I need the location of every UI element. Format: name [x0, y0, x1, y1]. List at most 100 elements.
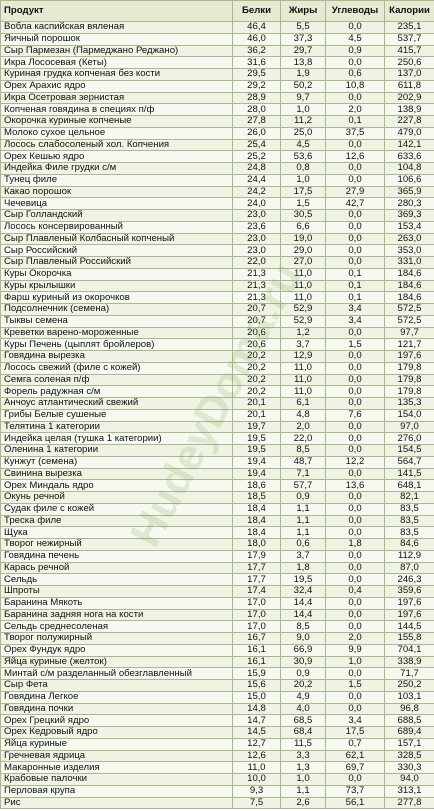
table-row: Лосось свежий (филе с кожей) 20,2 11,0 0,0 1… — [0, 361, 434, 375]
header-row: Продукт Белки Жиры Углеводы Калории — [0, 0, 434, 22]
value-cell: 0,0 — [325, 620, 385, 633]
table-row: Яйца куриные (желток) 16,1 30,9 1,0 338,9 — [0, 655, 434, 669]
value-cell: 12,9 — [280, 350, 326, 363]
product-cell: Судак филе с кожей — [0, 502, 233, 516]
value-cell: 20,2 — [232, 350, 281, 363]
value-cell: 11,2 — [280, 115, 326, 128]
table-row: Орех Фундук ядро 16,1 66,9 9,9 704,1 — [0, 643, 434, 657]
value-cell: 15,9 — [232, 667, 281, 680]
product-cell: Тунец филе — [0, 173, 233, 187]
product-cell: Орех Арахис ядро — [0, 79, 233, 93]
value-cell: 202,9 — [384, 91, 434, 105]
table-row: Свинина вырезка 19,4 7,1 0,0 141,5 — [0, 467, 434, 481]
product-cell: Фарш куриный из окорочков — [0, 291, 233, 304]
table-row: Куры крылышки 21,3 11,0 0,1 184,6 — [0, 279, 434, 293]
product-cell: Яйца куриные — [0, 737, 233, 751]
value-cell: 83,5 — [384, 502, 434, 516]
value-cell: 31,6 — [232, 56, 281, 69]
product-cell: Креветки варено-мороженные — [0, 326, 233, 340]
value-cell: 19,5 — [232, 444, 281, 457]
product-cell: Щука — [0, 526, 233, 539]
product-cell: Куры Печень (цыплят бройлеров) — [0, 338, 233, 351]
value-cell: 8,5 — [280, 620, 326, 633]
product-cell: Сыр Плавленый Российский — [0, 256, 233, 269]
value-cell: 197,6 — [384, 608, 434, 622]
product-cell: Куры крылышки — [0, 279, 233, 293]
value-cell: 0,0 — [325, 173, 385, 187]
value-cell: 1,0 — [325, 655, 385, 669]
value-cell: 1,5 — [280, 197, 326, 210]
value-cell: 0,0 — [325, 361, 385, 375]
value-cell: 1,9 — [280, 68, 326, 81]
value-cell: 24,4 — [232, 173, 281, 187]
value-cell: 331,0 — [384, 256, 434, 269]
value-cell: 121,7 — [384, 338, 434, 351]
product-cell: Орех Фундук ядро — [0, 643, 233, 657]
table-row: Сыр Плавленый Колбасный копченый 23,0 19,0… — [0, 232, 434, 246]
value-cell: 3,3 — [280, 749, 326, 763]
value-cell: 15,0 — [232, 690, 281, 704]
value-cell: 328,5 — [384, 749, 434, 763]
value-cell: 3,7 — [280, 549, 326, 563]
product-cell: Кунжут (семена) — [0, 455, 233, 469]
product-cell: Орех Миндаль ядро — [0, 479, 233, 492]
value-cell: 1,0 — [280, 173, 326, 187]
product-cell: Сыр Пармезан (Пармеджано Реджано) — [0, 44, 233, 58]
product-cell: Макаронные изделия — [0, 761, 233, 774]
value-cell: 1,8 — [325, 538, 385, 551]
value-cell: 17,5 — [325, 726, 385, 739]
value-cell: 2,0 — [280, 420, 326, 434]
product-cell: Грибы Белые сушеные — [0, 408, 233, 422]
product-cell: Сельдь — [0, 573, 233, 586]
value-cell: 369,3 — [384, 209, 434, 222]
product-cell: Треска филе — [0, 514, 233, 528]
product-cell: Творог нежирный — [0, 538, 233, 551]
table-row: Грибы Белые сушеные 20,1 4,8 7,6 154,0 — [0, 408, 434, 422]
value-cell: 106,6 — [384, 173, 434, 187]
value-cell: 0,9 — [280, 491, 326, 504]
value-cell: 27,8 — [232, 115, 281, 128]
value-cell: 66,9 — [280, 643, 326, 657]
value-cell: 0,0 — [325, 220, 385, 234]
product-cell: Молоко сухое цельное — [0, 126, 233, 140]
product-cell: Индейка целая (тушка 1 категории) — [0, 432, 233, 445]
value-cell: 0,0 — [325, 244, 385, 257]
table-row: Щука 18,4 1,1 0,0 83,5 — [0, 526, 434, 539]
value-cell: 17,7 — [232, 561, 281, 575]
value-cell: 24,2 — [232, 185, 281, 199]
product-cell: Свинина вырезка — [0, 467, 233, 481]
table-row: Макаронные изделия 11,0 1,3 69,7 330,3 — [0, 761, 434, 774]
product-cell: Тыквы семена — [0, 314, 233, 328]
value-cell: 7,1 — [280, 467, 326, 481]
value-cell: 0,0 — [325, 373, 385, 387]
value-cell: 153,4 — [384, 220, 434, 234]
value-cell: 57,7 — [280, 479, 326, 492]
value-cell: 97,0 — [384, 420, 434, 434]
product-cell: Подсолнечник (семена) — [0, 303, 233, 316]
value-cell: 68,4 — [280, 726, 326, 739]
value-cell: 19,5 — [232, 432, 281, 445]
table-body: Вобла каспийская вяленая 46,4 5,5 0,0 235,1 Я… — [0, 21, 434, 810]
value-cell: 13,8 — [280, 56, 326, 69]
value-cell: 29,7 — [280, 44, 326, 58]
value-cell: 12,7 — [232, 737, 281, 751]
value-cell: 97,7 — [384, 326, 434, 340]
value-cell: 0,0 — [325, 444, 385, 457]
product-cell: Гречневая ядрица — [0, 749, 233, 763]
product-cell: Крабовые палочки — [0, 773, 233, 786]
table-row: Тунец филе 24,4 1,0 0,0 106,6 — [0, 173, 434, 187]
value-cell: 564,7 — [384, 455, 434, 469]
product-cell: Окунь речной — [0, 491, 233, 504]
product-cell: Какао порошок — [0, 185, 233, 199]
value-cell: 250,2 — [384, 679, 434, 692]
value-cell: 1,0 — [280, 773, 326, 786]
value-cell: 0,0 — [325, 596, 385, 610]
table-row: Куры Окорочка 21,3 11,0 0,1 184,6 — [0, 267, 434, 281]
product-cell: Творог полужирный — [0, 632, 233, 645]
value-cell: 365,9 — [384, 185, 434, 199]
value-cell: 648,1 — [384, 479, 434, 492]
value-cell: 197,6 — [384, 596, 434, 610]
value-cell: 69,7 — [325, 761, 385, 774]
value-cell: 704,1 — [384, 643, 434, 657]
